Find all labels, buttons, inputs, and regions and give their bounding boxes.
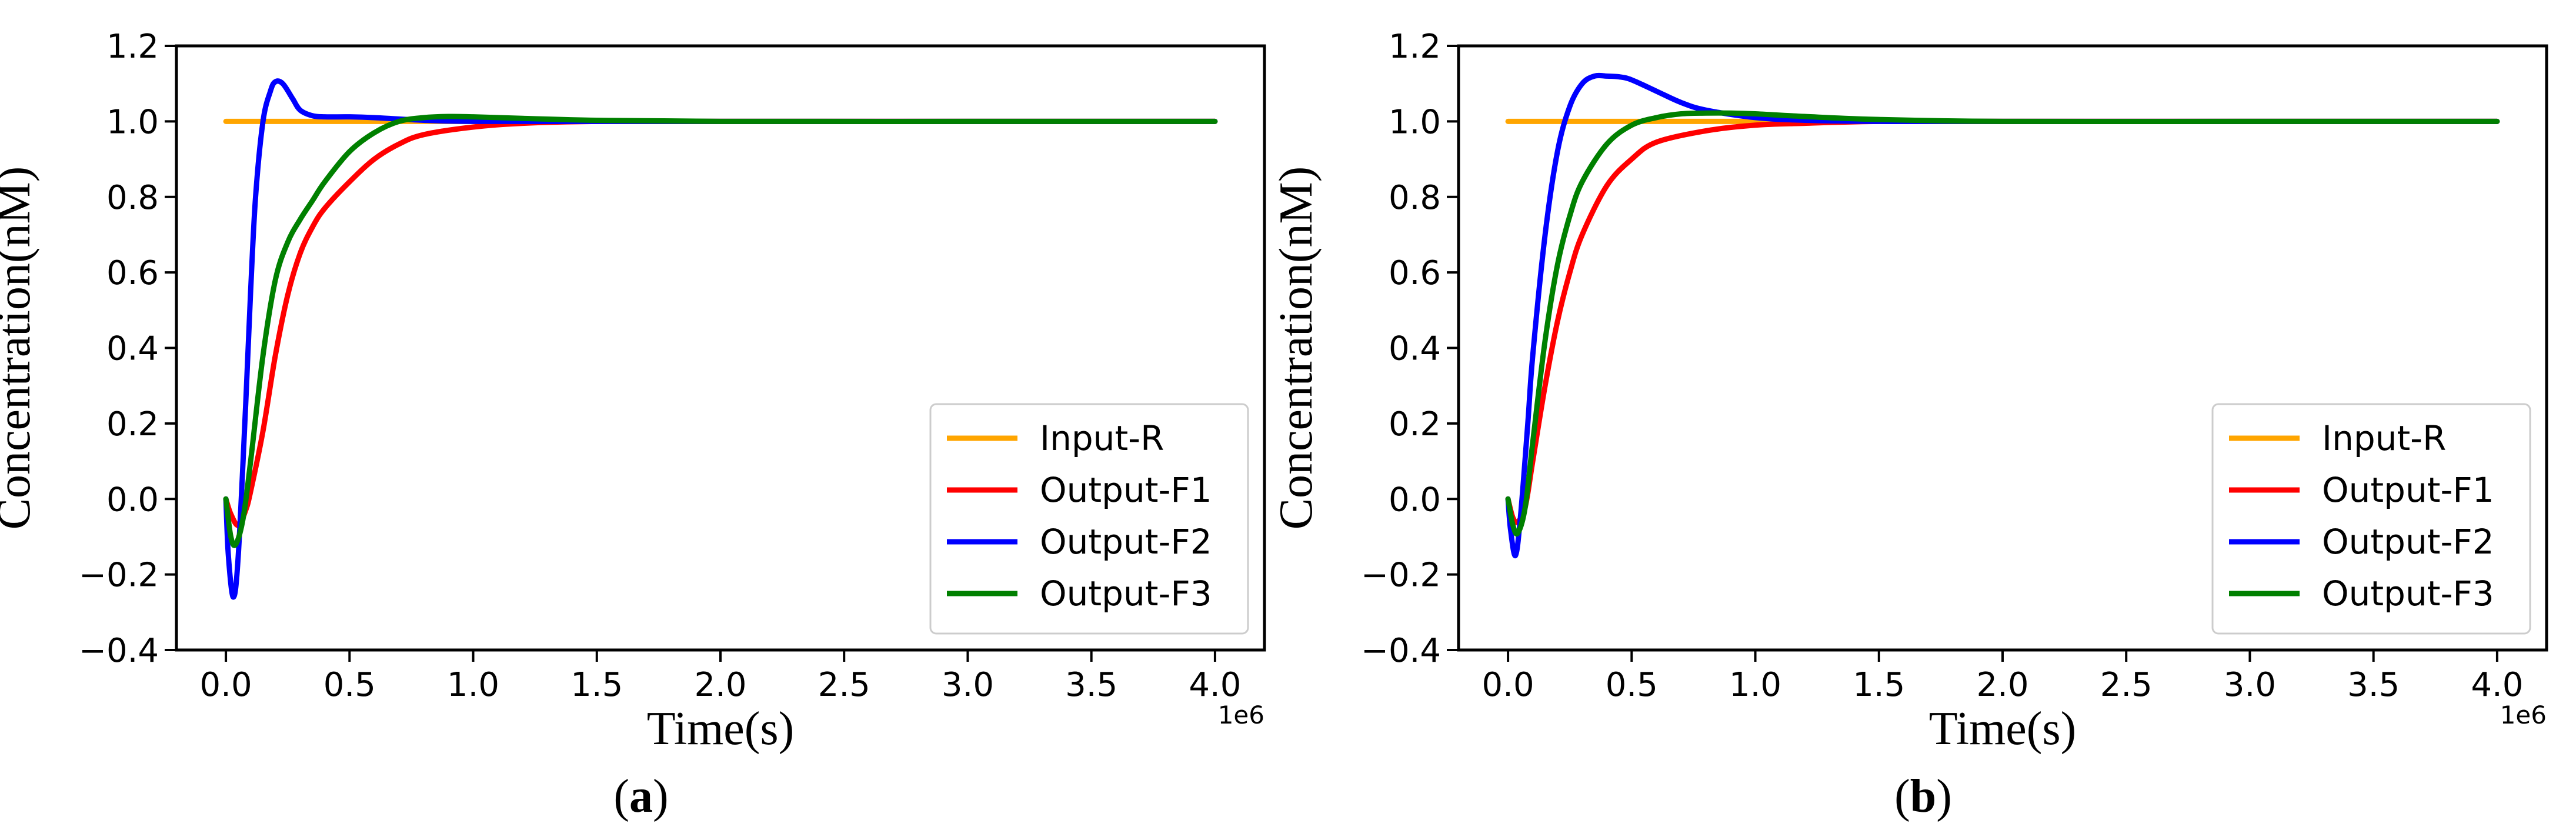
x-ticks: 0.0 0.5 1.0 1.5 2.0 2.5 3.0 3.5 4.0 [1482,650,2523,704]
x-tick-label: 4.0 [2471,666,2523,704]
x-tick-label: 1.5 [570,666,623,704]
y-tick-label: −0.2 [79,556,159,595]
y-axis-label: Concentration(nM) [1270,166,1322,530]
y-tick-label: 0.2 [1389,405,1441,444]
series-line-output-f3 [1505,110,2500,537]
x-tick-label: 3.5 [2347,666,2400,704]
y-tick-label: −0.2 [1361,556,1441,595]
y-ticks: −0.4 −0.2 0.0 0.2 0.4 0.6 0.8 1.0 1.2 [1361,28,1459,670]
x-tick-label: 0.5 [323,666,376,704]
legend: Input-R Output-F1 Output-F2 Output-F3 [2211,403,2531,635]
x-tick-label: 3.5 [1065,666,1117,704]
x-tick-label: 4.0 [1189,666,1241,704]
y-tick-label: 0.2 [106,405,159,444]
series-lines [1505,72,2500,559]
y-tick-label: 0.4 [1389,330,1441,368]
x-offset-label: 1e6 [1218,701,1264,729]
caption-open-paren: ( [1894,771,1910,822]
y-tick-label: 1.2 [1389,28,1441,66]
caption-letter: a [629,771,653,822]
x-ticks: 0.0 0.5 1.0 1.5 2.0 2.5 3.0 3.5 4.0 [200,650,1241,704]
panel-b: 0.0 0.5 1.0 1.5 2.0 2.5 3.0 3.5 4.0−0.4−0.20.00.… [1270,28,2548,822]
caption-letter: b [1910,771,1937,822]
x-tick-label: 2.5 [818,666,870,704]
y-tick-label: 0.8 [1389,179,1441,217]
x-axis-label: Time(s) [647,703,794,755]
caption-close-paren: ) [653,771,669,822]
y-tick-label: 1.2 [106,28,159,66]
x-tick-label: 3.0 [942,666,994,704]
y-tick-label: 1.0 [106,103,159,141]
caption-open-paren: ( [613,771,629,822]
y-tick-label: 0.8 [106,179,159,217]
x-tick-label: 1.0 [447,666,499,704]
y-tick-label: 0.0 [106,481,159,519]
y-tick-label: 0.0 [1389,481,1441,519]
legend-label-output-f2: Output-F2 [2322,522,2494,562]
x-tick-label: 2.0 [694,666,746,704]
series-lines [223,78,1218,600]
legend-label-input-r: Input-R [1040,418,1164,458]
y-axis-label: Concentration(nM) [0,166,40,530]
x-tick-label: 1.5 [1853,666,1905,704]
y-tick-label: 1.0 [1389,103,1441,141]
y-tick-label: 0.6 [106,254,159,292]
legend-label-input-r: Input-R [2322,418,2446,458]
x-tick-label: 3.0 [2224,666,2276,704]
legend-label-output-f2: Output-F2 [1040,522,1212,562]
legend-box [2211,403,2531,635]
x-tick-label: 0.0 [1482,666,1534,704]
x-offset-label: 1e6 [2500,701,2547,729]
x-tick-label: 1.0 [1729,666,1781,704]
x-tick-label: 2.5 [2100,666,2153,704]
caption-close-paren: ) [1936,771,1952,822]
y-tick-label: 0.6 [1389,254,1441,292]
series-line-output-f3 [223,114,1218,548]
legend-label-output-f3: Output-F3 [2322,574,2494,614]
panel-caption: (b) [1894,771,1952,822]
y-tick-label: −0.4 [79,632,159,670]
panel-a: 0.0 0.5 1.0 1.5 2.0 2.5 3.0 3.5 4.0−0.4−0.20.00.… [0,28,1266,822]
legend-label-output-f1: Output-F1 [1040,470,1212,510]
x-tick-label: 2.0 [1976,666,2028,704]
legend-label-output-f3: Output-F3 [1040,574,1212,614]
y-ticks: −0.4 −0.2 0.0 0.2 0.4 0.6 0.8 1.0 1.2 [79,28,176,670]
panel-caption: (a) [613,771,668,822]
x-tick-label: 0.5 [1606,666,1658,704]
y-tick-label: 0.4 [106,330,159,368]
x-tick-label: 0.0 [200,666,252,704]
y-tick-label: −0.4 [1361,632,1441,670]
legend-label-output-f1: Output-F1 [2322,470,2494,510]
legend: Input-R Output-F1 Output-F2 Output-F3 [929,403,1249,635]
x-axis-label: Time(s) [1929,703,2076,755]
legend-box [929,403,1249,635]
